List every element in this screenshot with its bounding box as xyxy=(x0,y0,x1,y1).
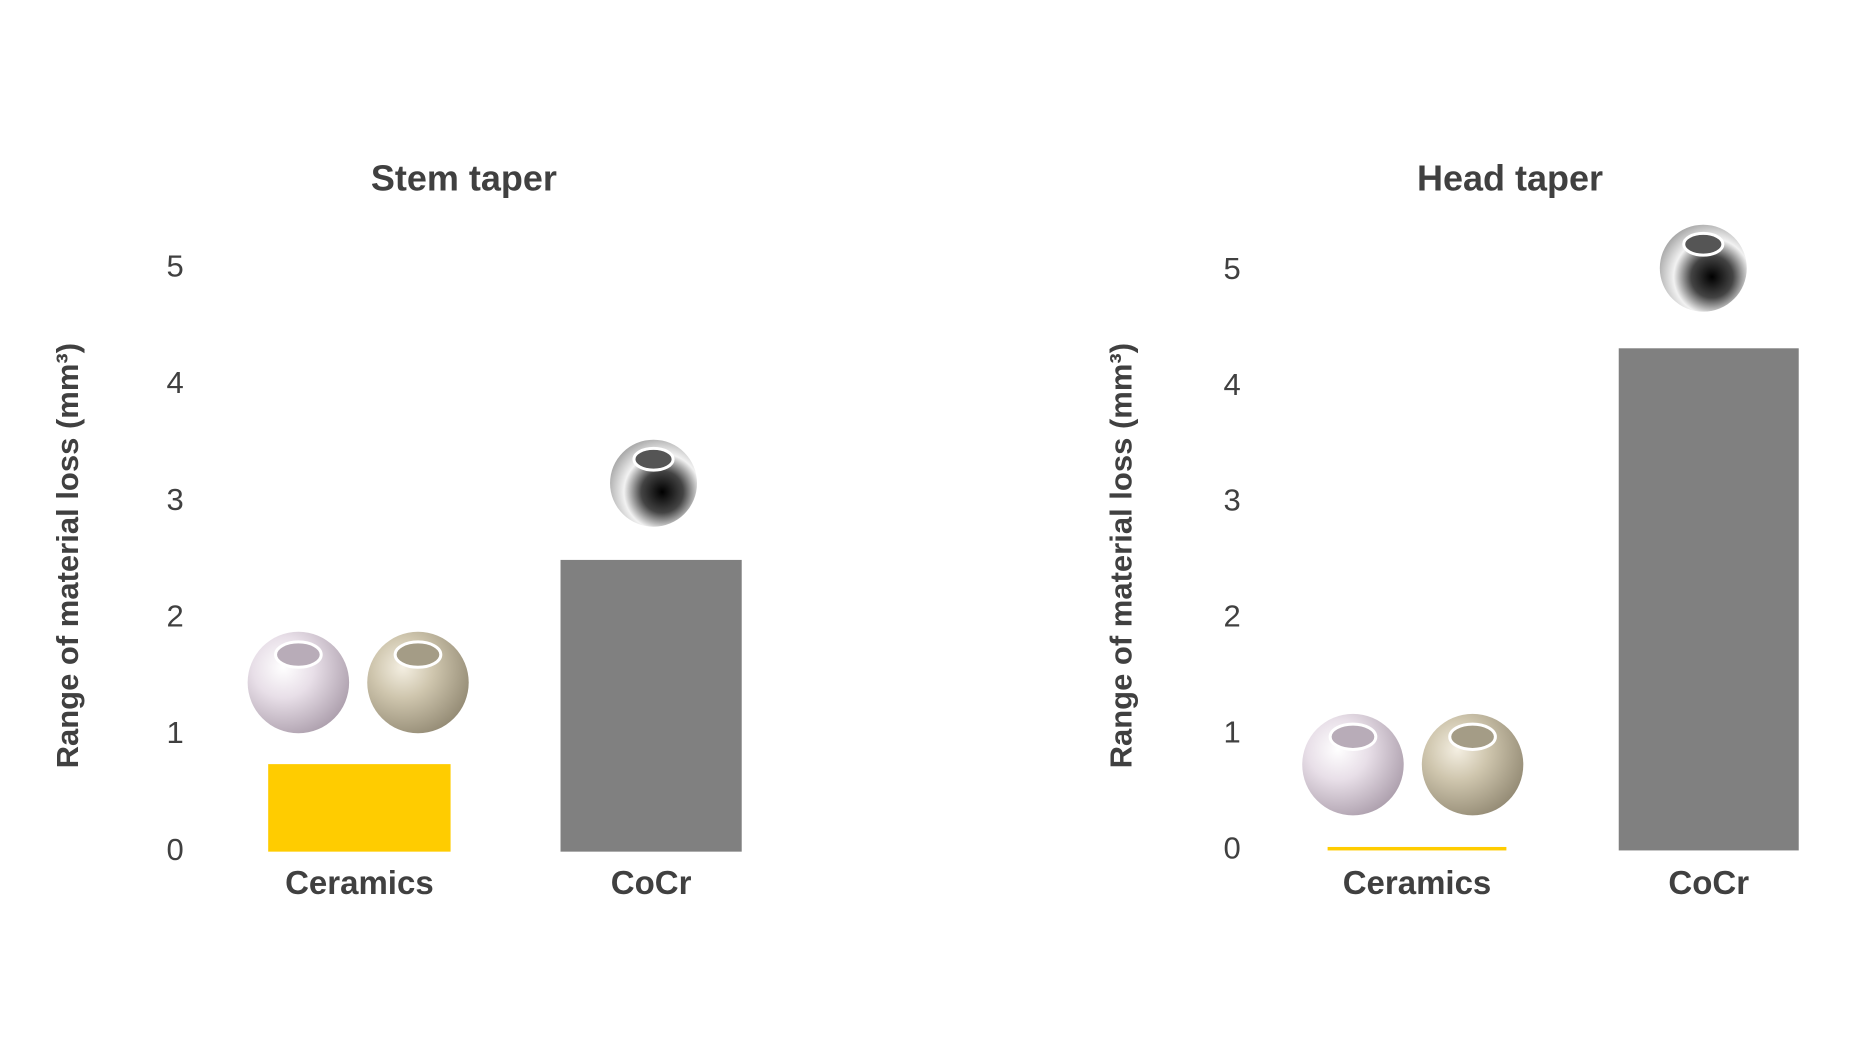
bar xyxy=(268,764,451,852)
y-tick-label: 4 xyxy=(167,365,184,400)
bar xyxy=(1618,348,1799,851)
bar xyxy=(1327,846,1507,851)
y-tick-label: 3 xyxy=(167,482,184,517)
x-tick-label: Ceramics xyxy=(1343,864,1492,901)
x-tick-label: CoCr xyxy=(611,864,692,901)
y-tick-label: 2 xyxy=(167,598,184,633)
y-tick-label: 4 xyxy=(1224,367,1241,402)
ball-bore xyxy=(274,640,323,669)
bar xyxy=(560,559,742,852)
y-tick-label: 0 xyxy=(1224,831,1241,866)
y-tick-label: 5 xyxy=(1224,251,1241,286)
y-tick-label: 1 xyxy=(1224,715,1241,750)
ball-icon xyxy=(1302,713,1404,816)
y-tick-label: 5 xyxy=(167,248,184,283)
ball-bore xyxy=(632,446,675,472)
x-tick-label: CoCr xyxy=(1668,864,1749,901)
ball-icon xyxy=(367,631,469,734)
y-tick-label: 1 xyxy=(167,715,184,750)
y-axis-label: Range of material loss (mm³) xyxy=(1104,343,1139,768)
y-tick-label: 3 xyxy=(1224,483,1241,518)
ball-icon xyxy=(1659,224,1747,312)
ball-icon xyxy=(610,439,698,527)
y-tick-label: 2 xyxy=(1224,599,1241,634)
ball-bore xyxy=(1448,722,1497,751)
chart-title: Head taper xyxy=(1417,158,1603,199)
ball-bore xyxy=(1328,722,1378,751)
y-tick-label: 0 xyxy=(167,832,184,867)
chart-title: Stem taper xyxy=(371,158,557,199)
ball-icon xyxy=(247,631,350,734)
ball-icon xyxy=(1421,713,1524,816)
ball-bore xyxy=(1682,231,1725,257)
ball-bore xyxy=(393,640,443,669)
y-axis-label: Range of material loss (mm³) xyxy=(50,343,85,768)
x-tick-label: Ceramics xyxy=(285,864,434,901)
